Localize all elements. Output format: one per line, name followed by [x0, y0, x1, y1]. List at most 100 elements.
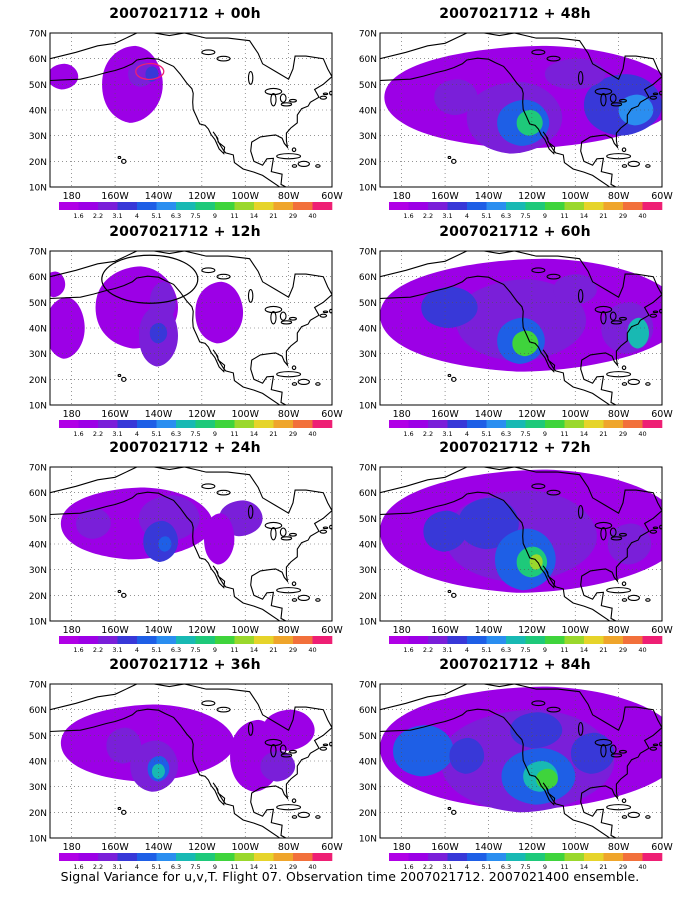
coastlines — [380, 33, 662, 187]
island — [451, 376, 457, 382]
map-plot: 70N 60N 50N 40N 30N 20N 10N 180 160W 140W 120W 100W… — [17, 28, 353, 221]
lon-tick-label: 160W — [431, 409, 459, 420]
coastlines — [380, 684, 677, 838]
colorbar-label: 3.1 — [442, 646, 452, 654]
coastlines — [50, 467, 332, 621]
gridlines — [50, 467, 332, 621]
colorbar-swatch — [195, 420, 216, 428]
lat-tick-label: 20N — [29, 376, 47, 386]
lake — [594, 738, 613, 747]
colorbar-swatch — [312, 202, 333, 210]
colorbar-swatch — [234, 202, 255, 210]
island — [276, 587, 302, 594]
colorbar-swatch — [312, 636, 333, 644]
colorbar-label: 9 — [213, 212, 217, 220]
colorbar-swatch — [176, 636, 196, 644]
colorbar-swatch — [447, 853, 468, 861]
lake — [577, 504, 584, 519]
variance-field — [60, 704, 315, 792]
island — [652, 310, 659, 314]
island — [621, 147, 627, 153]
lake — [610, 320, 623, 325]
colorbar-swatch — [467, 420, 487, 428]
lake — [609, 527, 617, 537]
lake — [280, 753, 293, 758]
island — [276, 804, 302, 811]
colorbar-swatch — [486, 202, 507, 210]
colorbar-label: 3.1 — [442, 863, 452, 871]
colorbar-label: 4 — [135, 430, 139, 438]
variance-contour — [627, 317, 649, 349]
lake — [270, 311, 277, 325]
lat-tick-label: 30N — [359, 783, 377, 793]
map-plot: 70N 60N 50N 40N 30N 20N 10N 180 160W 140W 120W 100W… — [17, 462, 353, 655]
lake — [577, 721, 584, 736]
lon-tick-label: 180 — [393, 625, 411, 636]
coastline — [50, 251, 332, 405]
coastlines — [50, 251, 332, 405]
lat-tick-label: 50N — [29, 299, 47, 309]
coastline — [50, 684, 332, 838]
lat-tick-label: 40N — [29, 107, 47, 117]
lat-tick-label: 20N — [29, 809, 47, 819]
colorbar-label: 5.1 — [151, 212, 161, 220]
colorbar-label: 7.5 — [190, 863, 200, 871]
coastline — [380, 467, 662, 621]
colorbar-swatch — [564, 853, 585, 861]
island — [664, 517, 677, 528]
panel-title: 2007021712 + 36h — [109, 657, 261, 673]
map-frame — [379, 250, 663, 406]
island — [447, 806, 452, 811]
lake — [600, 527, 607, 541]
colorbar-swatch — [642, 853, 663, 861]
lon-tick-label: 60W — [651, 191, 673, 202]
variance-contour — [393, 725, 454, 777]
lake — [216, 489, 231, 496]
lat-tick-label: 30N — [29, 566, 47, 576]
island — [627, 378, 640, 386]
colorbar-label: 29 — [619, 212, 627, 220]
lat-tick-label: 70N — [359, 30, 377, 40]
colorbar-label: 4 — [135, 646, 139, 654]
colorbar-label: 1.6 — [73, 646, 83, 654]
island — [451, 809, 457, 815]
colorbar-label: 7.5 — [190, 212, 200, 220]
island — [621, 382, 628, 386]
lat-tick-label: 30N — [359, 350, 377, 360]
island — [121, 592, 127, 598]
lon-tick-label: 180 — [393, 191, 411, 202]
variance-contour — [434, 79, 478, 116]
island — [291, 382, 298, 386]
lat-tick-label: 40N — [29, 758, 47, 768]
map-frame — [379, 683, 663, 839]
lake — [577, 288, 584, 303]
map-plot: 70N 60N 50N 40N 30N 20N 10N 180 160W 140W 120W 100W… — [347, 462, 683, 655]
lat-tick-label: 20N — [359, 158, 377, 168]
colorbar-label: 21 — [599, 430, 607, 438]
lake — [288, 749, 297, 754]
colorbar-swatch — [408, 853, 429, 861]
colorbar-swatch — [156, 202, 177, 210]
colorbar-swatch — [273, 636, 294, 644]
lake — [594, 305, 613, 314]
colorbar-label: 3.1 — [442, 212, 452, 220]
lon-tick-label: 100W — [561, 625, 589, 636]
map-svg: 70N 60N 50N 40N 30N 20N 10N 180 160W 140W 120W 100W… — [29, 30, 344, 221]
colorbar-swatch — [389, 853, 409, 861]
variance-contour — [421, 286, 478, 328]
island — [664, 734, 677, 745]
coastline — [50, 33, 332, 187]
lon-tick-label: 100W — [231, 842, 259, 853]
lat-tick-label: 40N — [29, 325, 47, 335]
colorbar-label: 21 — [269, 212, 277, 220]
lat-tick-label: 30N — [29, 132, 47, 142]
colorbar-swatch — [408, 202, 429, 210]
colorbar-label: 40 — [638, 430, 646, 438]
lat-tick-label: 50N — [29, 81, 47, 91]
lon-tick-label: 80W — [278, 842, 300, 853]
colorbar-label: 1.6 — [73, 863, 83, 871]
colorbar-swatch — [98, 202, 118, 210]
colorbar-label: 14 — [250, 212, 258, 220]
lat-tick-label: 60N — [359, 706, 377, 716]
flight-track — [135, 62, 165, 81]
